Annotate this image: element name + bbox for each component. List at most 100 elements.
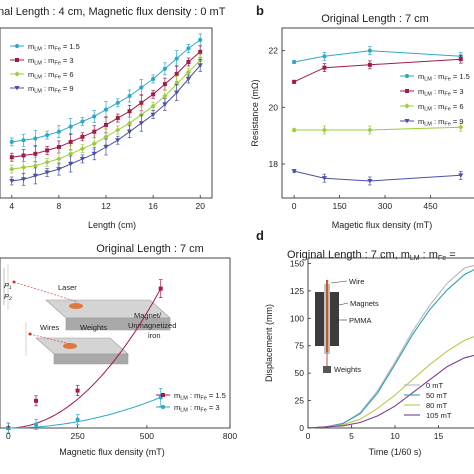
panel-b-xlabel: Magetic flux density (mT): [332, 220, 433, 230]
data-point: [9, 166, 15, 172]
x-tick-label: 16: [148, 201, 158, 211]
data-point: [33, 136, 38, 141]
legend-marker: [161, 393, 165, 397]
x-tick-label: 0: [6, 431, 11, 441]
series-line-3: [307, 336, 474, 429]
data-point: [158, 286, 163, 291]
data-point: [197, 63, 203, 68]
data-point: [367, 62, 372, 67]
panel-d-xlabel: Time (1/60 s): [369, 447, 422, 457]
legend-marker: [404, 103, 410, 109]
panel-c-xlabel: Magnetic flux density (mT): [59, 447, 165, 457]
panel-d-inset: Wire Magnets PMMA Weights: [315, 277, 379, 374]
panel-d: d Original Length : 7 cm, mLM : mFe = Wi…: [256, 228, 474, 457]
wire-strand: [326, 280, 329, 352]
panel-d-label: d: [256, 228, 264, 243]
legend-label: 105 mT: [426, 411, 452, 420]
fit-curve-2: [8, 396, 161, 429]
data-point: [186, 46, 191, 51]
data-point: [367, 179, 373, 184]
data-point: [9, 139, 14, 144]
data-point: [322, 54, 327, 59]
series-line-3: [294, 126, 461, 131]
panel-b-ticks: 0 150 300 450 18 20 22: [269, 46, 438, 211]
data-point: [139, 85, 144, 90]
data-point: [126, 120, 133, 126]
data-point: [20, 177, 27, 182]
data-point: [103, 134, 109, 140]
y-tick-label: 150: [290, 258, 304, 268]
label-pmma: PMMA: [349, 316, 372, 325]
panel-a: nal Length : 4 cm, Magnetic flux density…: [0, 6, 226, 230]
data-point: [68, 151, 74, 157]
series-line-2: [307, 269, 474, 429]
data-point: [162, 82, 167, 87]
legend-marker: [160, 404, 166, 410]
y-tick-label: 25: [295, 396, 305, 406]
data-point: [367, 48, 372, 53]
magnet-right: [330, 292, 339, 346]
data-point: [92, 114, 97, 119]
data-point: [56, 167, 62, 172]
legend-label: mLM : mFe = 9: [28, 84, 74, 95]
data-point: [104, 122, 108, 127]
data-point: [34, 398, 39, 403]
label-laser: Laser: [58, 283, 77, 292]
panel-a-legend: mLM : mFe = 1.5 mLM : mFe = 3 mLM : mFe = …: [10, 42, 80, 95]
data-point: [126, 129, 133, 135]
y-tick-label: 18: [269, 159, 279, 169]
panel-b-marks: [291, 46, 464, 186]
data-point: [174, 71, 179, 76]
panel-c-title: Original Length : 7 cm: [96, 243, 204, 255]
magnets-pointer: [338, 302, 349, 306]
series-line-4: [293, 170, 461, 182]
fit-curve-1: [8, 288, 162, 429]
legend-label: mLM : mFe = 3: [174, 403, 220, 414]
data-point: [103, 107, 109, 112]
label-wires: Wires: [40, 323, 59, 332]
x-tick-label: 500: [140, 431, 154, 441]
legend-label: 80 mT: [426, 401, 448, 410]
legend-marker: [14, 43, 20, 49]
panel-b-title: Original Length : 7 cm: [321, 13, 429, 25]
data-point: [80, 134, 85, 139]
series-line-4: [307, 354, 474, 429]
panel-b-ylabel: Resistance (mΩ): [250, 79, 260, 146]
data-point: [92, 129, 97, 134]
data-point: [292, 79, 297, 84]
data-point: [162, 93, 168, 99]
data-point: [139, 100, 144, 105]
x-tick-label: 250: [70, 431, 84, 441]
iron-block-front: [53, 353, 129, 365]
data-point: [91, 141, 97, 147]
label-weights-d: Weights: [334, 365, 361, 374]
weight-block: [323, 366, 331, 373]
data-point: [321, 176, 328, 181]
x-tick-label: 4: [9, 201, 14, 211]
data-point: [458, 57, 463, 62]
legend-marker: [15, 58, 19, 62]
data-point: [20, 164, 27, 170]
legend-label: mLM : mFe = 3: [418, 87, 464, 98]
data-point: [174, 81, 180, 87]
series-line-2: [293, 58, 461, 83]
data-point: [45, 148, 50, 153]
y-tick-label: 50: [295, 368, 305, 378]
data-point: [45, 133, 50, 138]
legend-marker: [14, 86, 20, 91]
x-tick-label: 0: [292, 201, 297, 211]
data-point: [32, 173, 38, 179]
x-tick-label: 5: [349, 431, 354, 441]
legend-label: mLM : mFe = 6: [418, 102, 464, 113]
laser-spot-2: [28, 332, 32, 336]
laser-beam-1: [13, 281, 79, 303]
data-point: [56, 145, 61, 149]
data-point: [174, 90, 180, 95]
x-tick-label: 15: [434, 431, 444, 441]
panel-c-frame: [0, 257, 231, 429]
panel-a-title: nal Length : 4 cm, Magnetic flux density…: [0, 6, 226, 18]
data-point: [321, 127, 328, 133]
data-point: [103, 145, 109, 150]
data-point: [150, 112, 156, 118]
